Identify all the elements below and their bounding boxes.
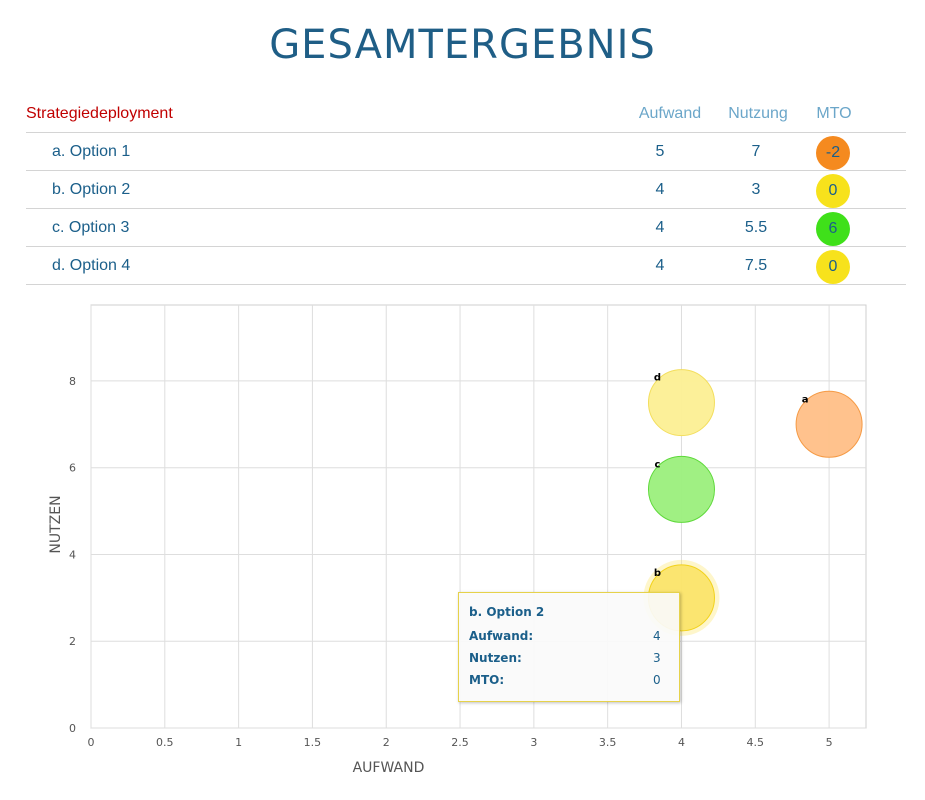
x-tick-label: 2.5 [451, 736, 469, 749]
chart-canvas: 0 0.5 1 1.5 2 2.5 3 3.5 4 4.5 5 0 2 4 6 8 AUFWAND NUTZEN a… [48, 304, 867, 776]
page-title: GESAMTERGEBNIS [269, 22, 656, 68]
bubble-a [795, 390, 863, 458]
nutzung-value: 7 [751, 143, 761, 160]
option-label: b. Option 2 [52, 181, 131, 198]
nutzung-value: 5.5 [744, 219, 768, 236]
mto-badge: -2 [816, 136, 850, 170]
tooltip-key: Nutzen: [469, 651, 522, 665]
x-tick-label: 2 [383, 736, 390, 749]
bubble-c [647, 455, 715, 523]
y-axis-title: NUTZEN [48, 495, 64, 553]
y-tick-label: 2 [69, 635, 76, 648]
bubble-d [647, 369, 715, 437]
y-tick-label: 8 [69, 375, 76, 388]
mto-badge: 0 [816, 174, 850, 208]
bubble-chart: 0 0.5 1 1.5 2 2.5 3 3.5 4 4.5 5 0 2 4 6 8 AUFWAND NUTZEN a… [0, 290, 925, 800]
y-tick-label: 6 [69, 462, 76, 475]
chart-tooltip: b. Option 2 Aufwand: 4 Nutzen: 3 MTO: 0 [458, 592, 680, 702]
x-tick-label: 4 [678, 736, 685, 749]
tooltip-title: b. Option 2 [469, 605, 545, 619]
x-tick-label: 1.5 [304, 736, 322, 749]
tooltip-key: Aufwand: [469, 629, 534, 643]
nutzung-value: 3 [751, 181, 761, 198]
column-header-aufwand[interactable]: Aufwand [638, 105, 702, 122]
x-tick-label: 3.5 [599, 736, 617, 749]
table-row[interactable]: b. Option 2 4 3 0 [26, 171, 906, 209]
aufwand-value: 4 [655, 219, 665, 236]
option-label: c. Option 3 [52, 219, 130, 236]
section-label: Strategiedeployment [26, 105, 173, 122]
column-header-nutzung[interactable]: Nutzung [728, 105, 788, 122]
tooltip-value: 3 [653, 651, 661, 665]
x-tick-label: 0 [88, 736, 95, 749]
nutzung-value: 7.5 [744, 257, 768, 274]
bubble-label: a [802, 394, 809, 405]
column-header-mto[interactable]: MTO [816, 105, 852, 122]
option-label: d. Option 4 [52, 257, 131, 274]
x-tick-label: 4.5 [747, 736, 765, 749]
mto-badge: 6 [816, 212, 850, 246]
y-tick-label: 0 [69, 722, 76, 735]
table-row[interactable]: c. Option 3 4 5.5 6 [26, 209, 906, 247]
y-tick-label: 4 [69, 548, 76, 561]
mto-badge: 0 [816, 250, 850, 284]
tooltip-value: 0 [653, 673, 661, 687]
bubble-label: c [655, 459, 661, 470]
aufwand-value: 4 [655, 181, 665, 198]
x-tick-label: 0.5 [156, 736, 174, 749]
table-header: Strategiedeployment Aufwand Nutzung MTO [26, 100, 906, 133]
option-label: a. Option 1 [52, 143, 131, 160]
tooltip-key: MTO: [469, 673, 505, 687]
x-axis-title: AUFWAND [353, 760, 425, 776]
aufwand-value: 5 [655, 143, 665, 160]
aufwand-value: 4 [655, 257, 665, 274]
x-tick-label: 1 [235, 736, 242, 749]
x-tick-label: 3 [530, 736, 537, 749]
table-row[interactable]: a. Option 1 5 7 -2 [26, 133, 906, 171]
table-row[interactable]: d. Option 4 4 7.5 0 [26, 247, 906, 285]
bubble-label: b [654, 568, 661, 579]
bubble-label: d [654, 373, 661, 384]
tooltip-value: 4 [653, 629, 661, 643]
x-tick-label: 5 [826, 736, 833, 749]
